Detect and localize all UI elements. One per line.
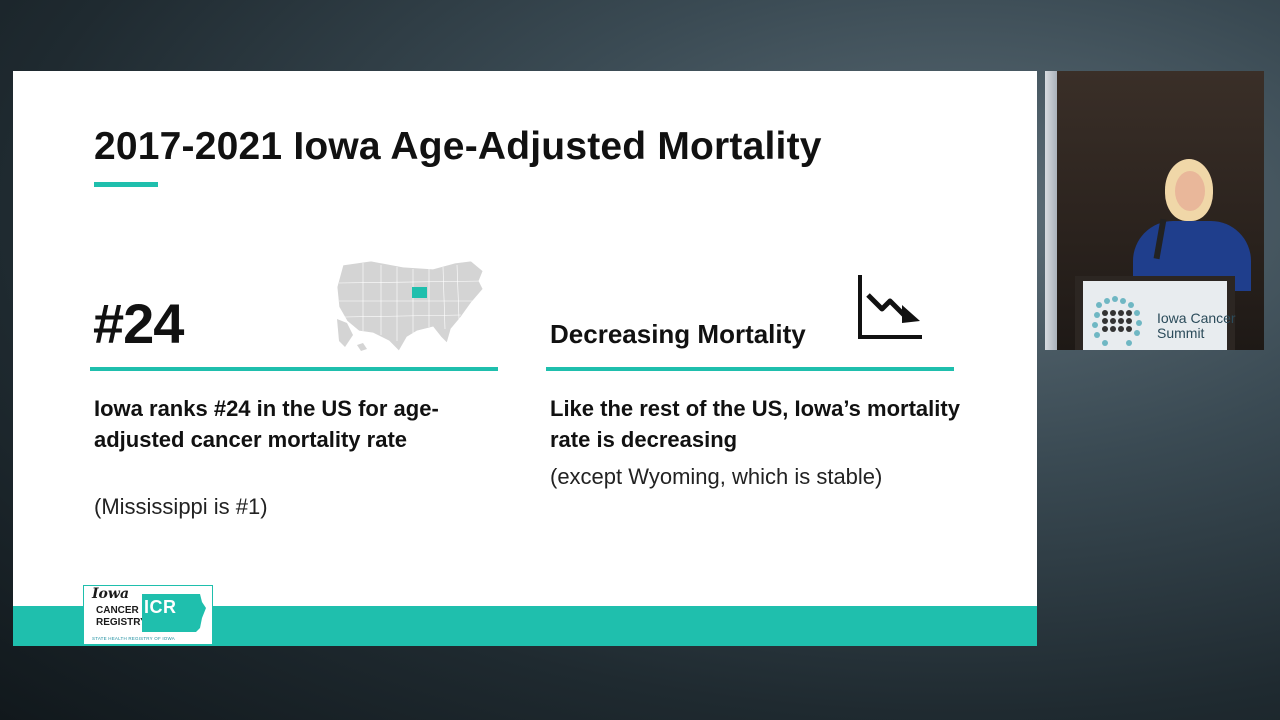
rank-note: (Mississippi is #1) [94,494,268,519]
presentation-slide: 2017-2021 Iowa Age-Adjusted Mortality #2… [13,71,1037,646]
decreasing-trend-icon [858,275,922,339]
logo-cancer-text: CANCER [96,605,139,616]
curtain [1045,71,1057,350]
us-map-icon [336,260,484,352]
dot-logo-icon [1092,296,1142,346]
slide-title: 2017-2021 Iowa Age-Adjusted Mortality [94,125,822,168]
rank-description: Iowa ranks #24 in the US for age-adjuste… [94,396,439,452]
left-divider [90,367,498,371]
speaker-face [1175,171,1205,211]
logo-badge-text: ICR [144,597,177,617]
right-divider [546,367,954,371]
decreasing-mortality-heading: Decreasing Mortality [550,319,806,349]
speaker-video: Iowa Cancer Summit [1045,71,1264,350]
iowa-state-shape-icon [142,594,206,632]
iowa-cancer-registry-logo: Iowa CANCER REGISTRY ICR STATE HEALTH RE… [83,585,213,645]
rank-value: #24 [93,292,184,355]
title-underline [94,182,158,187]
podium-text: Iowa Cancer Summit [1157,310,1236,341]
trend-note: (except Wyoming, which is stable) [550,464,883,489]
logo-tagline: STATE HEALTH REGISTRY OF IOWA [92,636,175,641]
logo-registry-text: REGISTRY [96,617,147,628]
trend-description: Like the rest of the US, Iowa’s mortalit… [550,396,960,452]
podium-sign [1083,281,1227,350]
logo-iowa-text: Iowa [92,586,130,602]
